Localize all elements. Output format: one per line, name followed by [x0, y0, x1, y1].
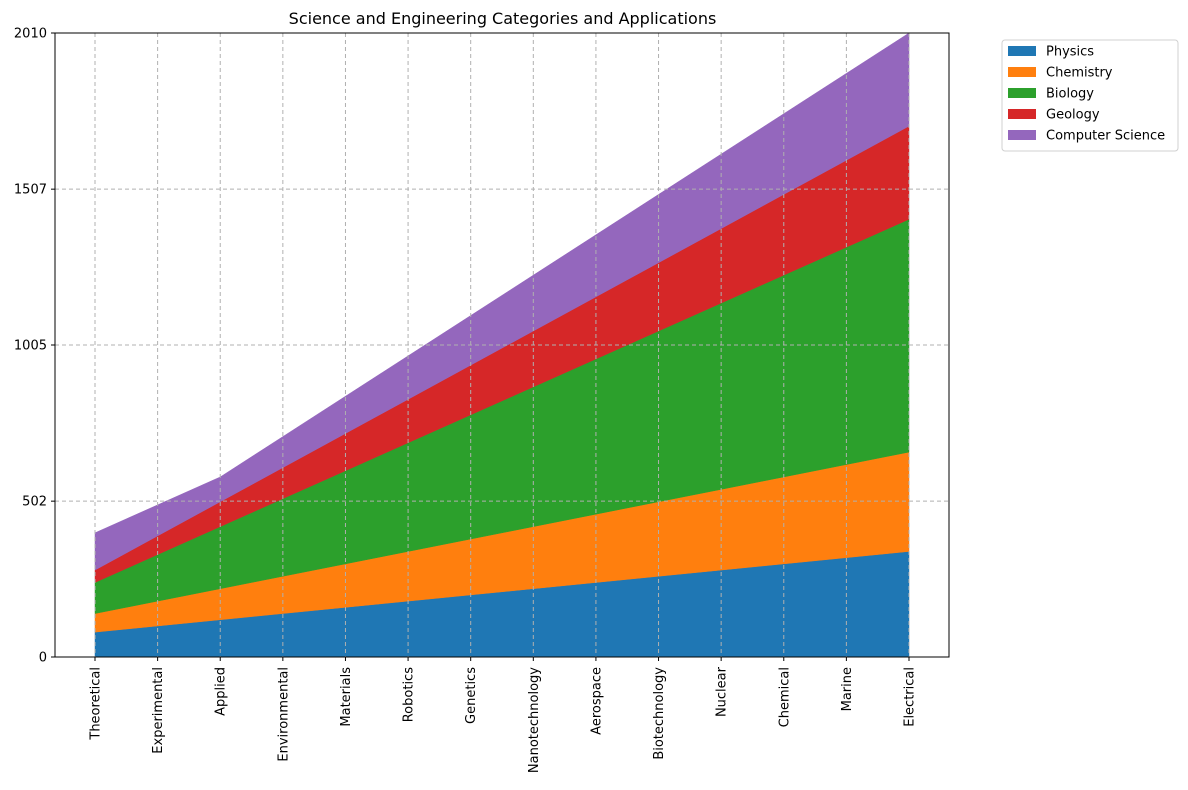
x-tick-label: Applied — [214, 667, 229, 716]
legend-swatch-chemistry — [1008, 67, 1036, 77]
legend-label-geology: Geology — [1046, 108, 1100, 123]
x-tick-label: Marine — [840, 667, 855, 711]
x-tick-label: Aerospace — [589, 667, 604, 735]
legend: Physics Chemistry Biology Geology Computer S… — [1001, 39, 1179, 152]
legend-swatch-geology — [1008, 109, 1036, 119]
legend-box — [1001, 39, 1179, 152]
x-tick-label: Chemical — [777, 667, 792, 727]
legend-swatch-physics — [1008, 46, 1036, 56]
legend-swatch-biology — [1008, 88, 1036, 98]
x-tick-label: Nuclear — [715, 666, 730, 717]
x-tick-label: Biotechnology — [652, 667, 667, 760]
y-axis-ticks: 0 502 1005 1507 2010 — [14, 27, 55, 666]
x-tick-label: Genetics — [464, 667, 479, 724]
x-tick-label: Electrical — [903, 667, 918, 727]
legend-label-chemistry: Chemistry — [1046, 66, 1113, 81]
x-tick-label: Nanotechnology — [527, 667, 542, 773]
y-tick-label: 2010 — [14, 27, 47, 42]
y-tick-label: 1507 — [14, 183, 47, 198]
chart-title: Science and Engineering Categories and A… — [289, 9, 717, 28]
x-tick-label: Theoretical — [89, 667, 104, 741]
stacked-areas — [94, 32, 910, 658]
x-tick-label: Environmental — [276, 667, 291, 762]
y-tick-label: 0 — [39, 651, 47, 666]
x-tick-label: Experimental — [151, 667, 166, 754]
legend-label-computer-science: Computer Science — [1046, 129, 1165, 144]
x-tick-label: Robotics — [402, 667, 417, 722]
y-tick-label: 1005 — [14, 339, 47, 354]
legend-label-physics: Physics — [1046, 45, 1094, 60]
y-tick-label: 502 — [22, 495, 47, 510]
legend-swatch-computer-science — [1008, 130, 1036, 140]
legend-label-biology: Biology — [1046, 87, 1094, 102]
x-tick-label: Materials — [339, 667, 354, 727]
x-axis-ticks: Theoretical Experimental Applied Environmen… — [89, 657, 918, 773]
